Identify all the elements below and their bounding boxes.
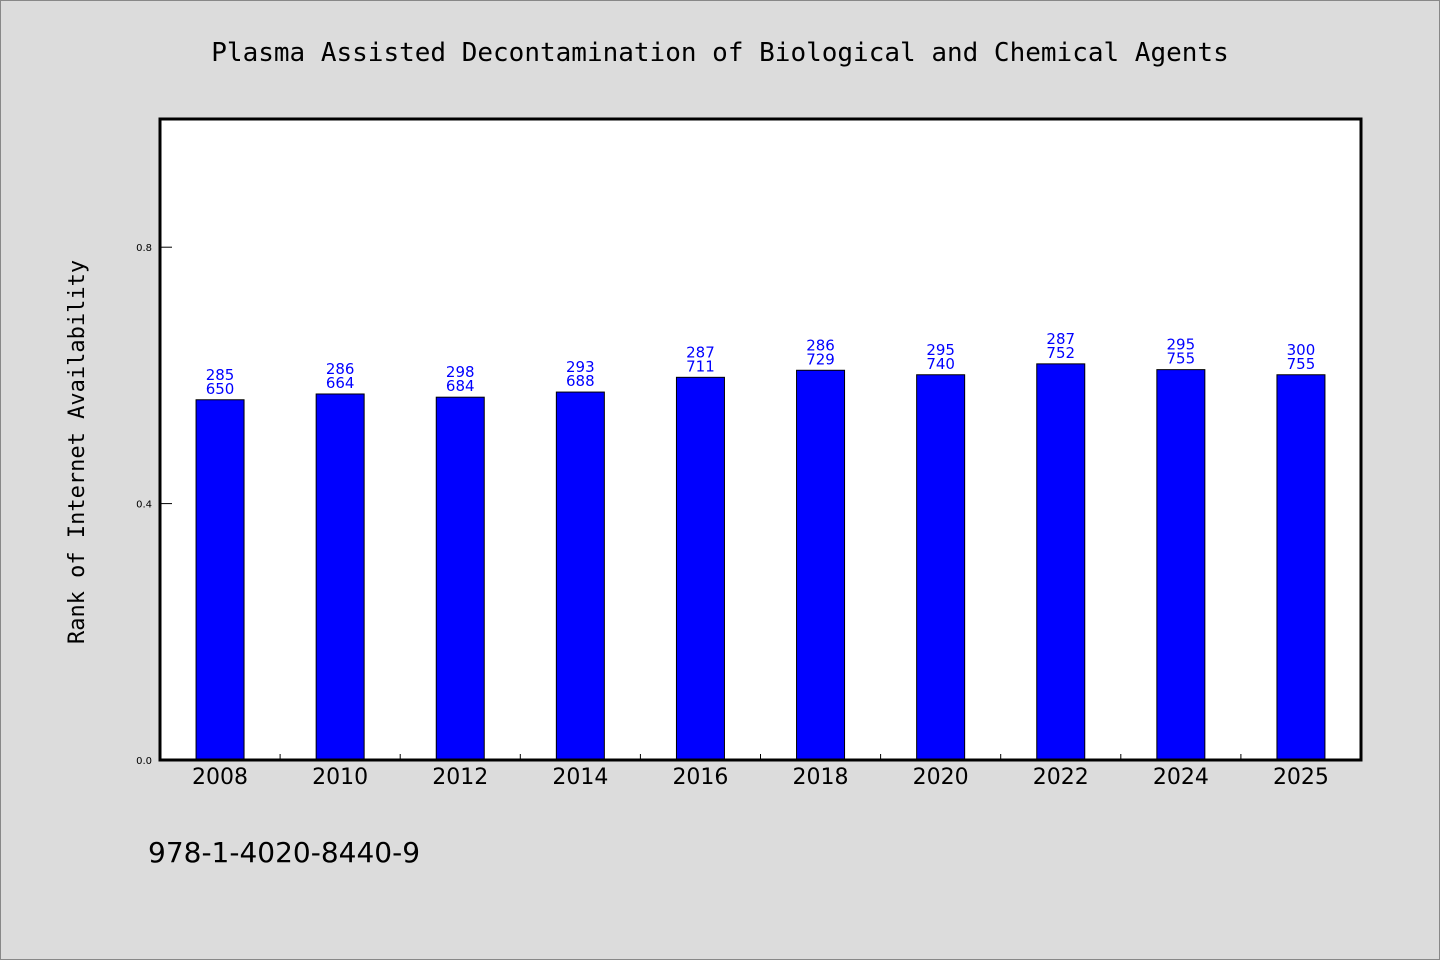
x-tick-label-2010: 2010 — [312, 765, 368, 790]
data-label-bottom-2022: 752 — [1046, 344, 1075, 362]
data-label-bottom-2012: 684 — [446, 377, 475, 395]
data-label-bottom-2024: 755 — [1167, 350, 1196, 368]
bar-2012 — [435, 396, 485, 761]
data-label-top-2025: 300 — [1287, 341, 1316, 359]
y-tick-label-0.4: 0.4 — [136, 500, 152, 511]
bar-2008 — [195, 399, 245, 761]
x-tick-label-2008: 2008 — [192, 765, 248, 790]
data-label-top-2020: 295 — [926, 341, 955, 359]
data-label-bottom-2010: 664 — [326, 374, 355, 392]
data-label-top-2016: 287 — [686, 343, 715, 361]
y-tick-label-0.0: 0.0 — [136, 756, 152, 767]
x-tick-label-2018: 2018 — [793, 765, 849, 790]
bar-2020 — [916, 374, 966, 761]
x-tick-label-2022: 2022 — [1033, 765, 1089, 790]
data-label-top-2012: 298 — [446, 363, 475, 381]
bar-2016 — [675, 376, 725, 761]
bar-2025 — [1276, 374, 1326, 761]
y-axis-label: Rank of Internet Availability — [65, 260, 90, 644]
chart-title: Plasma Assisted Decontamination of Biolo… — [211, 38, 1228, 68]
bar-2014 — [555, 391, 605, 761]
data-label-top-2018: 286 — [806, 336, 835, 354]
data-label-top-2008: 285 — [206, 366, 235, 384]
data-labels: 2856502866642986842936882877112867292957… — [206, 330, 1316, 398]
data-label-bottom-2025: 755 — [1287, 355, 1316, 373]
bar-2022 — [1036, 363, 1086, 761]
data-label-bottom-2020: 740 — [926, 355, 955, 373]
x-tick-label-2020: 2020 — [913, 765, 969, 790]
data-label-bottom-2018: 729 — [806, 350, 835, 368]
data-label-top-2024: 295 — [1167, 336, 1196, 354]
x-tick-label-2016: 2016 — [672, 765, 728, 790]
y-tick-labels: 0.0 0.4 0.8 — [136, 243, 152, 767]
data-label-bottom-2008: 650 — [206, 380, 235, 398]
y-tick-label-0.8: 0.8 — [136, 243, 152, 254]
x-tick-label-2024: 2024 — [1153, 765, 1209, 790]
data-label-top-2010: 286 — [326, 360, 355, 378]
data-label-top-2022: 287 — [1046, 330, 1075, 348]
bar-2010 — [315, 393, 365, 761]
isbn-text: 978-1-4020-8440-9 — [148, 836, 420, 869]
data-label-bottom-2014: 688 — [566, 372, 595, 390]
x-tick-label-2012: 2012 — [432, 765, 488, 790]
bars — [195, 363, 1326, 761]
x-tick-labels: 2008 2010 2012 2014 2016 2018 2020 2022 2024 2025 — [192, 765, 1329, 790]
bar-2018 — [796, 369, 846, 761]
x-tick-label-2025: 2025 — [1273, 765, 1329, 790]
plot-border — [158, 117, 1363, 762]
x-tick-label-2014: 2014 — [552, 765, 608, 790]
data-label-bottom-2016: 711 — [686, 357, 715, 375]
bar-2024 — [1156, 369, 1206, 761]
data-label-top-2014: 293 — [566, 358, 595, 376]
